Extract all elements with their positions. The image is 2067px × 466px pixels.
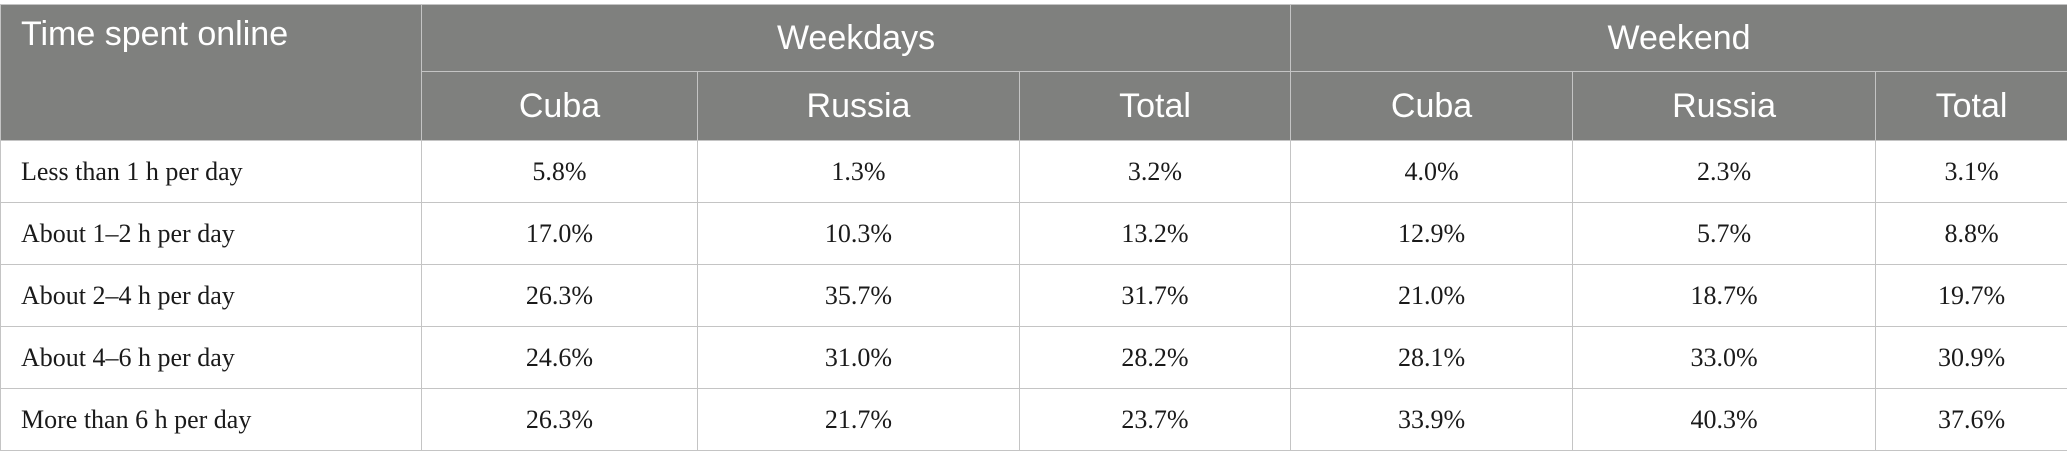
table-cell: 30.9% (1875, 326, 2067, 389)
table-cell: 3.2% (1018, 140, 1292, 203)
row-label: About 4–6 h per day (0, 326, 422, 389)
table-cell: 37.6% (1875, 388, 2067, 451)
table-row: About 2–4 h per day 26.3% 35.7% 31.7% 21… (0, 264, 2067, 327)
table-cell: 1.3% (697, 140, 1020, 203)
col-header-weekdays-total: Total (1018, 71, 1292, 141)
sub-header-row: Cuba Russia Total Cuba Russia Total (1, 71, 2067, 141)
table-cell: 24.6% (421, 326, 698, 389)
table-cell: 17.0% (421, 202, 698, 265)
table-cell: 33.9% (1290, 388, 1574, 451)
table-row: Less than 1 h per day 5.8% 1.3% 3.2% 4.0… (0, 140, 2067, 203)
col-header-weekend-cuba: Cuba (1290, 71, 1574, 141)
table-cell: 31.7% (1018, 264, 1292, 327)
col-header-weekend-total: Total (1875, 71, 2067, 141)
table-cell: 21.7% (697, 388, 1020, 451)
col-header-weekdays-russia: Russia (697, 71, 1020, 141)
table-cell: 3.1% (1875, 140, 2067, 203)
table-cell: 23.7% (1018, 388, 1292, 451)
table-cell: 33.0% (1572, 326, 1877, 389)
table-cell: 19.7% (1875, 264, 2067, 327)
group-header-row: Time spent online Weekdays Weekend (0, 4, 2067, 141)
row-label: About 2–4 h per day (0, 264, 422, 327)
table-cell: 8.8% (1875, 202, 2067, 265)
table-cell: 18.7% (1572, 264, 1877, 327)
corner-header: Time spent online (0, 4, 422, 141)
row-label: About 1–2 h per day (0, 202, 422, 265)
group-header-weekdays: Weekdays (420, 4, 1292, 72)
table-cell: 10.3% (697, 202, 1020, 265)
table-cell: 5.7% (1572, 202, 1877, 265)
table-row: About 4–6 h per day 24.6% 31.0% 28.2% 28… (0, 326, 2067, 389)
table-cell: 28.1% (1290, 326, 1574, 389)
table-cell: 26.3% (421, 388, 698, 451)
table-cell: 21.0% (1290, 264, 1574, 327)
table-row: About 1–2 h per day 17.0% 10.3% 13.2% 12… (0, 202, 2067, 265)
table-cell: 2.3% (1572, 140, 1877, 203)
row-label: More than 6 h per day (0, 388, 422, 451)
table-cell: 13.2% (1018, 202, 1292, 265)
data-table: Time spent online Weekdays Weekend Cuba … (0, 4, 2067, 451)
table-cell: 28.2% (1018, 326, 1292, 389)
table-cell: 40.3% (1572, 388, 1877, 451)
table-row: More than 6 h per day 26.3% 21.7% 23.7% … (0, 388, 2067, 451)
group-header-weekend: Weekend (1290, 4, 2067, 72)
table-cell: 4.0% (1290, 140, 1574, 203)
table-cell: 5.8% (421, 140, 698, 203)
table-cell: 35.7% (697, 264, 1020, 327)
table-cell: 12.9% (1290, 202, 1574, 265)
row-label: Less than 1 h per day (0, 140, 422, 203)
col-header-weekdays-cuba: Cuba (421, 71, 698, 141)
table-cell: 31.0% (697, 326, 1020, 389)
col-header-weekend-russia: Russia (1572, 71, 1877, 141)
table-cell: 26.3% (421, 264, 698, 327)
